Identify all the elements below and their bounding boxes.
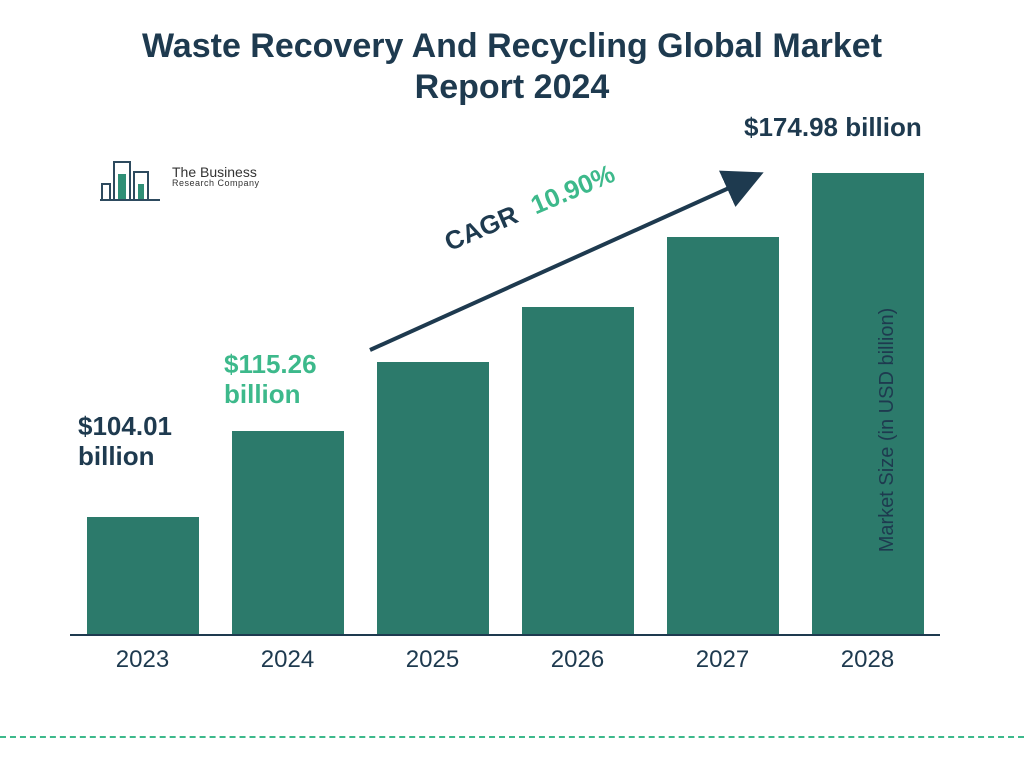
xlabel-2027: 2027 [650,646,795,674]
chart-title: Waste Recovery And Recycling Global Mark… [0,0,1024,108]
xlabel-2025: 2025 [360,646,505,674]
y-axis-label: Market Size (in USD billion) [876,308,899,553]
x-axis-labels: 2023 2024 2025 2026 2027 2028 [70,640,940,680]
callout-2023-value: $104.01 billion [78,412,208,472]
dashed-divider [0,736,1024,738]
bar-2027 [667,237,779,634]
xlabel-2023: 2023 [70,646,215,674]
callout-2028-value: $174.98 billion [744,113,922,143]
callout-2024-value: $115.26 billion [224,350,374,410]
bar-2028 [812,173,924,634]
bar-2023 [87,517,199,634]
bar-2024 [232,431,344,634]
xlabel-2026: 2026 [505,646,650,674]
bar-2026 [522,307,634,634]
xlabel-2028: 2028 [795,646,940,674]
bar-2025 [377,362,489,634]
xlabel-2024: 2024 [215,646,360,674]
